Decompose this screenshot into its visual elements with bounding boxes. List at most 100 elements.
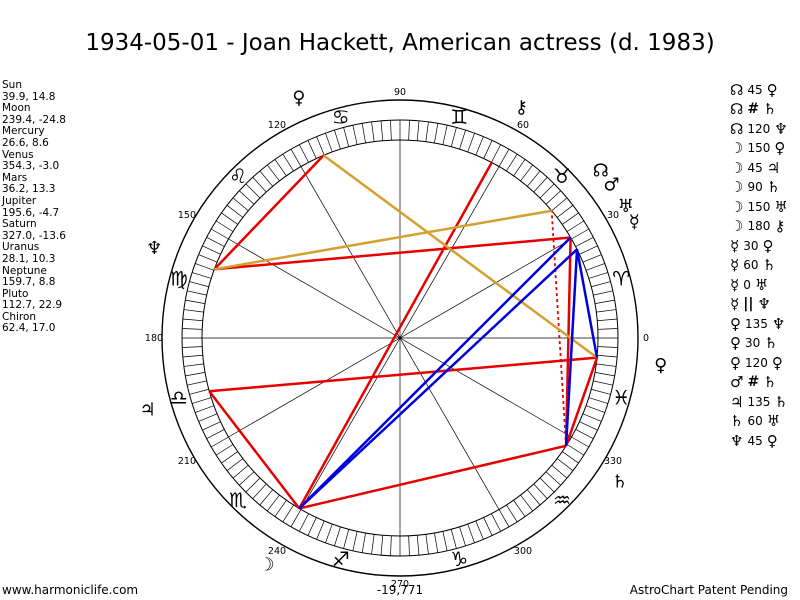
degree-tick (498, 509, 510, 527)
planet-glyph-icon: ♄ (763, 373, 777, 392)
planet-glyph-icon: ☽ (730, 139, 744, 158)
aspect-line (564, 249, 579, 446)
planet-glyph-icon: ☿ (730, 256, 740, 275)
mercury-glyph-icon: ☿ (629, 212, 640, 233)
degree-tick (556, 458, 574, 471)
degree-tick (597, 328, 618, 330)
planet-coords: 327.0, -13.6 (2, 229, 66, 242)
degree-label: 180 (145, 333, 163, 344)
degree-tick (307, 517, 317, 536)
degree-tick (593, 290, 613, 296)
degree-tick (239, 471, 255, 486)
degree-label: 240 (268, 546, 286, 557)
planet-name: Mercury (2, 125, 45, 138)
degree-tick (215, 220, 234, 232)
planet-glyph-icon: ☊ (730, 80, 744, 99)
chart-title: 1934-05-01 - Joan Hackett, American actr… (85, 30, 715, 56)
degree-tick (416, 120, 420, 141)
planet-glyph-icon: ♄ (762, 256, 776, 275)
aspect-row: ♂ # ♄ (730, 373, 788, 393)
aspect-line (213, 154, 325, 271)
degree-label: 300 (514, 546, 532, 557)
patent-footer: AstroChart Patent Pending (629, 583, 788, 597)
degree-tick (371, 534, 375, 555)
degree-tick (539, 183, 555, 199)
degree-tick (475, 520, 484, 540)
aspect-row: ☽ 150 ♅ (730, 197, 788, 217)
aspect-row: ♄ 60 ♅ (730, 412, 788, 432)
degree-tick (334, 526, 341, 547)
aspect-angle: 120 (747, 121, 771, 136)
aspect-angle: 180 (747, 219, 771, 234)
aspect-row: ☽ 90 ♄ (730, 178, 788, 198)
planet-glyph-icon: ♀ (730, 353, 741, 372)
degree-tick (185, 299, 206, 304)
planet-glyph-icon: ♄ (763, 100, 777, 119)
degree-tick (267, 494, 280, 512)
degree-tick (226, 205, 244, 218)
zodiac-sign-icon: ♎ (170, 385, 188, 409)
aspect-line (214, 236, 571, 271)
aspect-angle: 90 (747, 180, 763, 195)
degree-tick (561, 212, 579, 225)
zodiac-sign-icon: ♐ (332, 547, 350, 571)
aspect-row: ♀ 120 ♀ (730, 353, 788, 373)
degree-tick (545, 190, 561, 205)
degree-tick (483, 517, 493, 536)
planet-name: Chiron (2, 310, 37, 323)
planet-name: Mars (2, 171, 28, 184)
planet-coords: 26.6, 8.6 (2, 136, 49, 149)
degree-tick (579, 421, 598, 431)
degree-tick (259, 170, 273, 187)
planet-coords: 28.1, 10.3 (2, 252, 56, 265)
degree-tick (202, 421, 221, 431)
aspect-line (322, 154, 598, 359)
degree-tick (582, 413, 602, 422)
degree-tick (591, 388, 611, 395)
planet-coords: 239.4, -24.8 (2, 113, 66, 126)
aspect-angle: 135 (745, 316, 768, 331)
degree-tick (206, 429, 225, 439)
chart-axes (202, 140, 598, 536)
degree-tick (533, 483, 548, 499)
degree-tick (434, 123, 439, 144)
degree-tick (206, 237, 225, 247)
degree-tick (325, 523, 333, 543)
degree-tick (380, 120, 384, 141)
degree-tick (390, 120, 392, 141)
aspect-row: ☽ 45 ♃ (730, 158, 788, 178)
degree-tick (182, 346, 203, 348)
aspect-row: ☽ 180 ⚷ (730, 217, 788, 237)
chiron-glyph-icon: ⚷ (515, 97, 528, 118)
aspect-row: ☿ || ♆ (730, 295, 788, 315)
degree-tick (325, 133, 333, 153)
degree-tick (226, 458, 244, 471)
degree-tick (361, 123, 366, 144)
aspect-row: ☊ 45 ♀ (730, 80, 788, 100)
degree-tick (475, 136, 484, 156)
zodiac-sign-icon: ♑ (450, 547, 468, 571)
degree-tick (334, 129, 341, 150)
degree-label: 120 (268, 120, 286, 131)
degree-tick (551, 197, 568, 211)
degree-tick (442, 125, 448, 145)
degree-tick (185, 372, 206, 377)
degree-tick (596, 363, 617, 367)
degree-tick (198, 254, 218, 263)
degree-tick (467, 133, 475, 153)
degree-tick (316, 136, 325, 156)
aspect-angle: 60 (747, 414, 763, 429)
planet-name: Venus (2, 148, 34, 161)
planet-glyph-icon: ♆ (730, 431, 744, 450)
planet-glyph-icon: ♂ (730, 373, 744, 392)
degree-tick (182, 318, 203, 322)
planet-glyph-icon: ♄ (730, 412, 744, 431)
planet-glyph-icon: ☽ (730, 158, 744, 177)
degree-tick (571, 228, 589, 240)
zodiac-sign-icon: ♉ (553, 164, 571, 188)
degree-tick (182, 328, 203, 330)
aspect-angle: 150 (747, 199, 771, 214)
degree-tick (585, 263, 605, 271)
planet-glyph-icon: ♀ (766, 80, 778, 99)
aspect-row: ♃ 135 ♄ (730, 392, 788, 412)
